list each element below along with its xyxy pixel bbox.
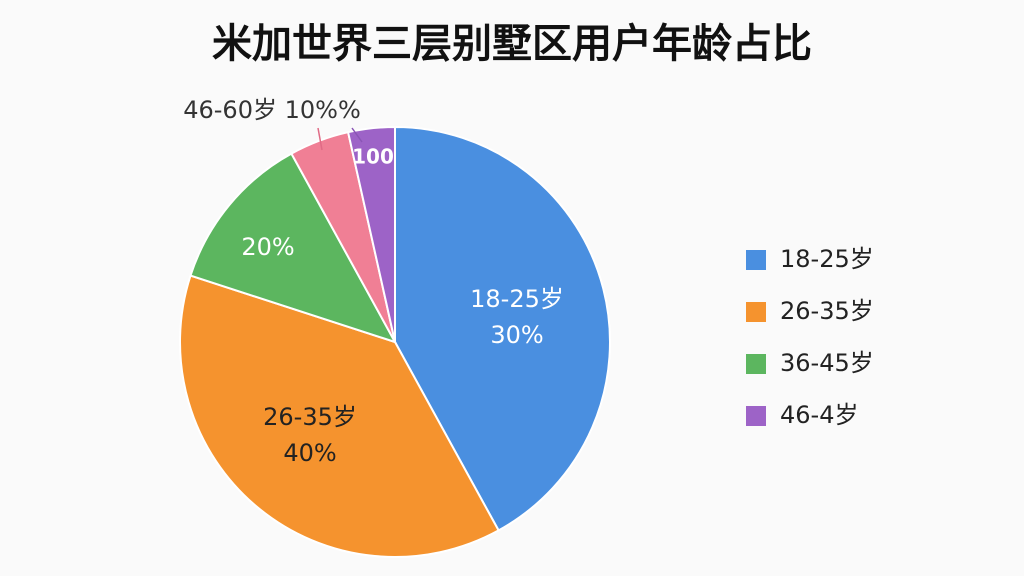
slice-label: 40%: [283, 439, 336, 467]
slice-label: 46-60岁 10%%: [183, 96, 361, 124]
legend-label: 36-45岁: [780, 349, 874, 377]
legend-label: 46-4岁: [780, 401, 858, 429]
legend-label: 26-35岁: [780, 297, 874, 325]
legend-label: 18-25岁: [780, 245, 874, 273]
leader-line: [317, 127, 323, 151]
slice-label: 30%: [490, 321, 543, 349]
legend-swatch: [746, 406, 766, 426]
legend-swatch: [746, 250, 766, 270]
chart-title: 米加世界三层别墅区用户年龄占比: [212, 21, 812, 67]
slice-label: 18-25岁: [470, 285, 564, 313]
legend-swatch: [746, 302, 766, 322]
pie-slice: [189, 152, 398, 344]
legend-swatch: [746, 354, 766, 374]
pie-slice: [346, 125, 396, 343]
leader-line: [351, 127, 363, 143]
pie-slice: [394, 125, 611, 532]
pie-slice: [179, 274, 500, 558]
slice-label: 26-35岁: [263, 403, 357, 431]
slice-label: 20%: [241, 233, 294, 261]
slice-label: 100: [352, 145, 394, 169]
